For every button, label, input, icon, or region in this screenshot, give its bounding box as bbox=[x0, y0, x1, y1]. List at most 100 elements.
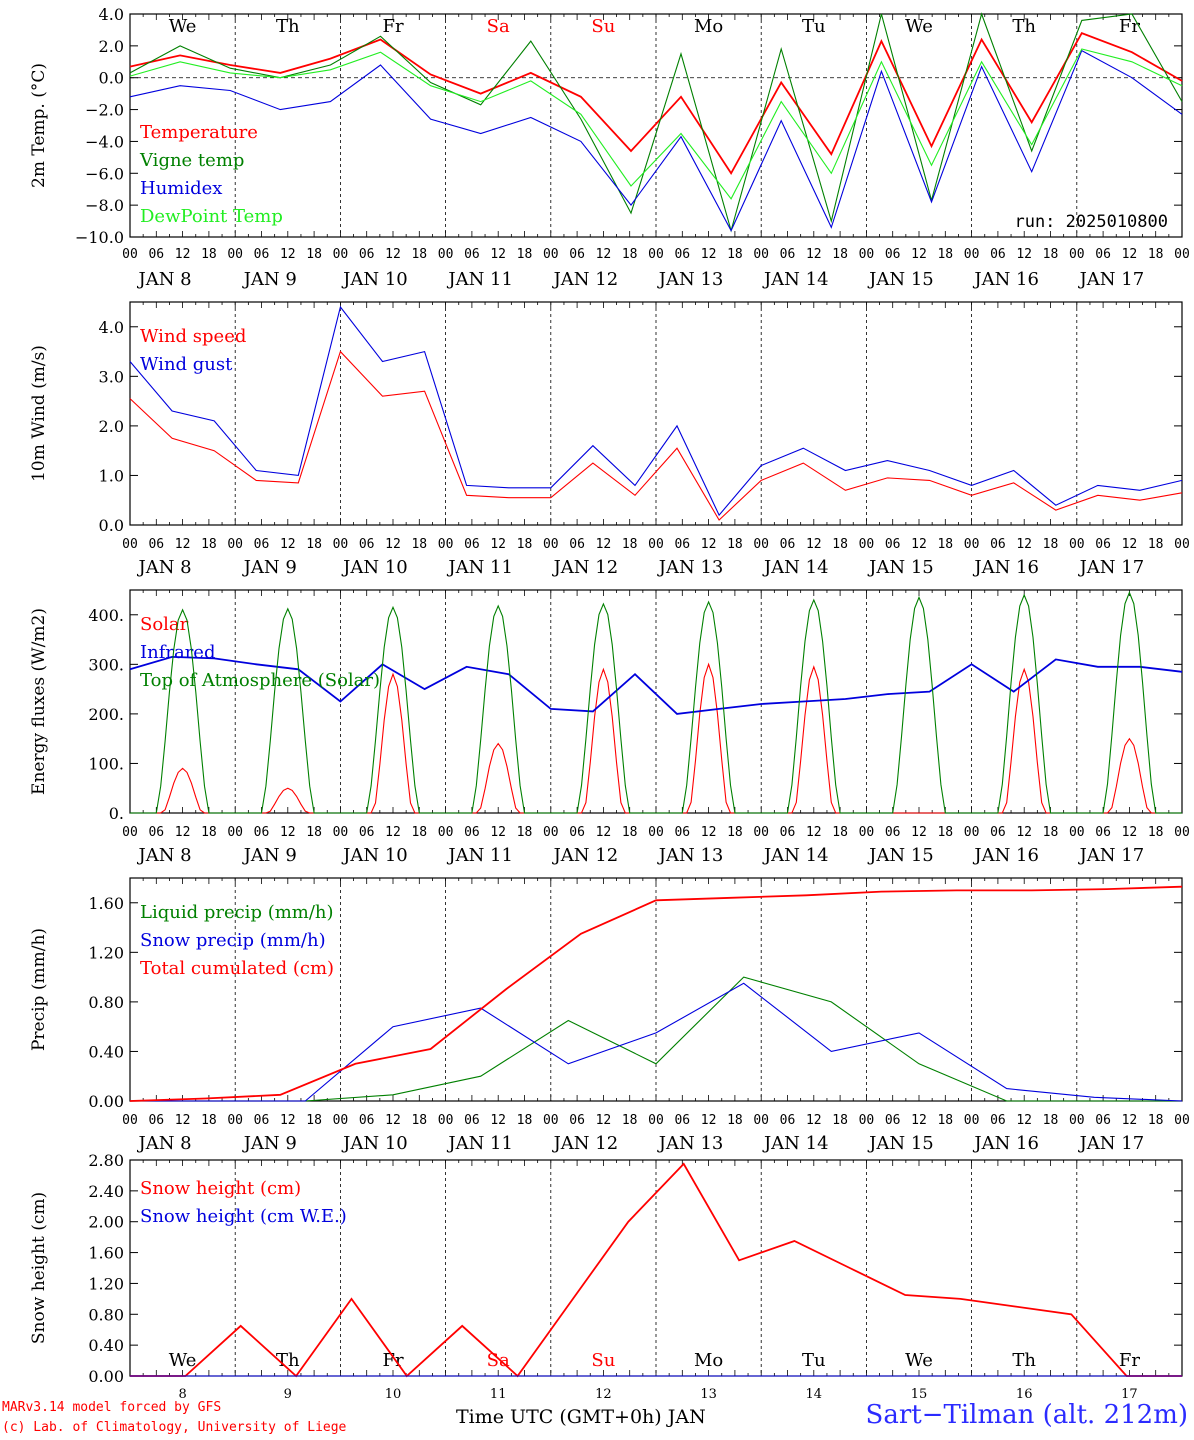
hour-tick-label: 00 bbox=[859, 537, 875, 552]
hour-tick-label: 18 bbox=[937, 537, 953, 552]
day-of-week-label: We bbox=[169, 16, 197, 37]
hour-tick-label: 06 bbox=[885, 825, 901, 840]
hour-tick-label: 18 bbox=[1148, 825, 1164, 840]
hour-tick-label: 00 bbox=[122, 1113, 138, 1128]
y-tick-label: 1.20 bbox=[88, 1274, 124, 1293]
hour-tick-label: 18 bbox=[937, 1113, 953, 1128]
y-tick-label: 4.0 bbox=[99, 318, 124, 337]
hour-tick-label: 00 bbox=[1069, 537, 1085, 552]
day-of-week-label: Su bbox=[591, 1350, 615, 1371]
hour-tick-label: 18 bbox=[517, 247, 533, 262]
hour-tick-label: 18 bbox=[622, 1113, 638, 1128]
hour-tick-label: 12 bbox=[175, 825, 191, 840]
y-tick-label: 0.80 bbox=[88, 1305, 124, 1324]
date-label: JAN 8 bbox=[136, 1133, 191, 1154]
hour-tick-label: 06 bbox=[674, 825, 690, 840]
hour-tick-label: 06 bbox=[990, 1113, 1006, 1128]
date-label: JAN 9 bbox=[242, 845, 297, 866]
hour-tick-label: 18 bbox=[1148, 1113, 1164, 1128]
date-label: JAN 17 bbox=[1078, 557, 1145, 578]
date-label: JAN 11 bbox=[446, 1133, 513, 1154]
hour-tick-label: 00 bbox=[1069, 1113, 1085, 1128]
day-of-week-label: Fr bbox=[1119, 1350, 1140, 1371]
hour-tick-label: 12 bbox=[701, 537, 717, 552]
hour-tick-label: 06 bbox=[885, 537, 901, 552]
chart-panel-3: 400. 300. 200. 100. 0. Energy fluxes (W/m2) 00… bbox=[29, 589, 1190, 866]
hour-tick-label: 00 bbox=[543, 537, 559, 552]
legend-entry: Vigne temp bbox=[139, 150, 244, 171]
date-label: JAN 9 bbox=[242, 269, 297, 290]
y-axis-label: Energy fluxes (W/m2) bbox=[29, 608, 49, 795]
hour-tick-label: 12 bbox=[1122, 247, 1138, 262]
hour-tick-label: 18 bbox=[832, 825, 848, 840]
hour-tick-label: 00 bbox=[227, 537, 243, 552]
y-tick-label: −4.0 bbox=[85, 132, 124, 151]
hour-tick-label: 00 bbox=[543, 247, 559, 262]
hour-tick-label: 12 bbox=[1122, 825, 1138, 840]
hour-tick-label: 00 bbox=[964, 1113, 980, 1128]
model-credit: MARv3.14 model forced by GFS bbox=[2, 1400, 222, 1415]
series-line-1 bbox=[129, 305, 1183, 517]
y-axis-label: 10m Wind (m/s) bbox=[29, 345, 49, 482]
hour-tick-label: 12 bbox=[1122, 537, 1138, 552]
hour-tick-label: 18 bbox=[517, 537, 533, 552]
hour-tick-label: 18 bbox=[306, 247, 322, 262]
hour-tick-label: 06 bbox=[359, 537, 375, 552]
hour-tick-label: 18 bbox=[517, 825, 533, 840]
hour-tick-label: 00 bbox=[333, 247, 349, 262]
hour-tick-label: 00 bbox=[438, 537, 454, 552]
y-tick-label: −10.0 bbox=[75, 228, 124, 247]
hour-tick-label: 00 bbox=[543, 1113, 559, 1128]
hour-tick-label: 12 bbox=[1016, 825, 1032, 840]
date-label: JAN 17 bbox=[1078, 845, 1145, 866]
y-tick-label: 2.80 bbox=[88, 1151, 124, 1170]
day-number-label: 12 bbox=[595, 1387, 612, 1402]
hour-tick-label: 18 bbox=[1043, 537, 1059, 552]
hour-tick-label: 18 bbox=[1148, 247, 1164, 262]
x-axis-title: Time UTC (GMT+0h) JAN bbox=[456, 1406, 706, 1428]
hour-tick-label: 00 bbox=[648, 537, 664, 552]
hour-tick-label: 06 bbox=[254, 247, 270, 262]
y-axis-label: 2m Temp. (°C) bbox=[29, 63, 49, 188]
chart-panel-2: 4.0 3.0 2.0 1.0 0.0 10m Wind (m/s) 00 06 12 18 00 0… bbox=[29, 301, 1190, 578]
hour-tick-label: 12 bbox=[806, 537, 822, 552]
series-line-2 bbox=[129, 49, 1183, 232]
y-tick-label: 1.20 bbox=[88, 943, 124, 962]
hour-tick-label: 12 bbox=[806, 1113, 822, 1128]
hour-tick-label: 06 bbox=[359, 825, 375, 840]
y-tick-label: 300. bbox=[88, 655, 124, 674]
day-number-label: 15 bbox=[911, 1387, 928, 1402]
legend-entry: Liquid precip (mm/h) bbox=[140, 902, 334, 923]
hour-tick-label: 06 bbox=[674, 537, 690, 552]
day-of-week-label: Sa bbox=[487, 16, 510, 37]
series-line-1 bbox=[129, 655, 1183, 715]
date-label: JAN 12 bbox=[552, 845, 619, 866]
hour-tick-label: 06 bbox=[359, 247, 375, 262]
hour-tick-label: 06 bbox=[254, 1113, 270, 1128]
hour-tick-label: 12 bbox=[1016, 537, 1032, 552]
date-label: JAN 9 bbox=[242, 1133, 297, 1154]
date-label: JAN 11 bbox=[446, 269, 513, 290]
hour-tick-label: 12 bbox=[806, 825, 822, 840]
day-of-week-label: We bbox=[905, 1350, 933, 1371]
hour-tick-label: 00 bbox=[333, 825, 349, 840]
hour-tick-label: 18 bbox=[832, 537, 848, 552]
y-tick-label: 4.0 bbox=[99, 5, 124, 24]
hour-tick-label: 06 bbox=[990, 247, 1006, 262]
hour-tick-label: 00 bbox=[648, 825, 664, 840]
date-label: JAN 14 bbox=[762, 269, 829, 290]
date-label: JAN 15 bbox=[867, 845, 934, 866]
hour-tick-label: 18 bbox=[1043, 1113, 1059, 1128]
date-label: JAN 10 bbox=[341, 1133, 408, 1154]
hour-tick-label: 00 bbox=[753, 1113, 769, 1128]
hour-tick-label: 18 bbox=[517, 1113, 533, 1128]
hour-tick-label: 06 bbox=[148, 247, 164, 262]
hour-tick-label: 00 bbox=[227, 825, 243, 840]
hour-tick-label: 00 bbox=[122, 825, 138, 840]
hour-tick-label: 00 bbox=[753, 537, 769, 552]
hour-tick-label: 00 bbox=[122, 537, 138, 552]
hour-tick-label: 18 bbox=[411, 537, 427, 552]
day-of-week-label: Mo bbox=[694, 16, 723, 37]
chart-panel-4: 1.60 1.20 0.80 0.40 0.00 Precip (mm/h) 00 06 12 1… bbox=[29, 877, 1190, 1154]
